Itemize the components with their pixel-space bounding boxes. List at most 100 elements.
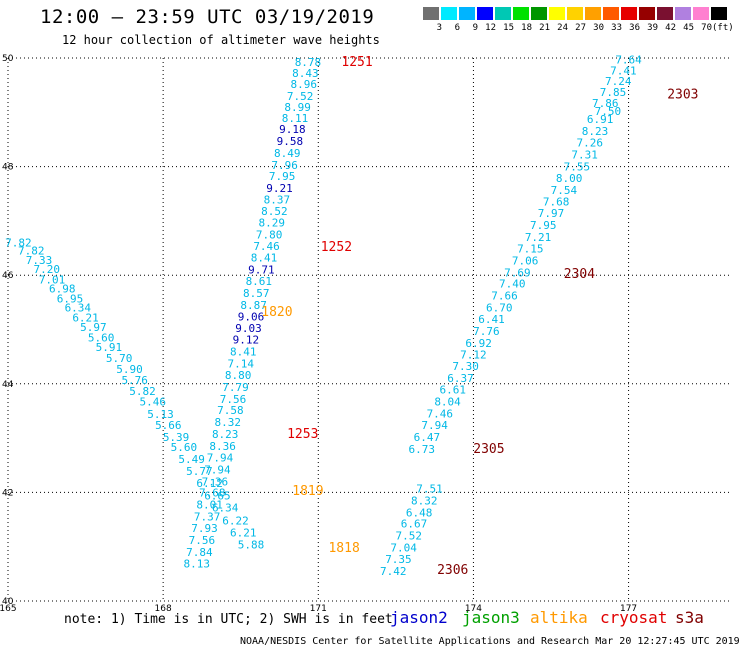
wave-height-value: 7.94 [421,419,448,432]
color-scale-label: (ft) [712,23,734,33]
wave-height-value: 7.46 [253,240,280,253]
wave-height-value: 5.70 [106,352,133,365]
wave-height-value: 5.91 [96,341,123,354]
wave-height-value: 7.14 [227,358,254,371]
color-scale-label: 45 [683,23,694,33]
wave-height-value: 6.47 [414,431,441,444]
wave-height-value: 6.92 [465,337,492,350]
wave-height-value: 8.11 [282,112,309,125]
wave-height-value: 8.99 [284,101,311,114]
pass-time-label: 1251 [341,55,372,70]
wave-height-value: 7.68 [199,487,226,500]
wave-height-value: 7.40 [499,278,526,291]
wave-height-value: 7.76 [473,325,500,338]
wave-height-value: 7.69 [504,266,531,279]
wave-height-value: 7.95 [530,219,557,232]
map-title: 12:00 – 23:59 UTC 03/19/2019 [40,6,375,28]
wave-height-value: 8.87 [240,299,267,312]
wave-height-value: 7.79 [222,381,249,394]
units-note: note: 1) Time is in UTC; 2) SWH is in fe… [64,612,393,627]
wave-height-value: 7.80 [256,228,283,241]
wave-height-value: 8.36 [209,440,236,453]
wave-height-value: 6.34 [212,501,239,514]
legend-cryosat: cryosat [600,608,668,627]
wave-height-value: 6.12 [196,477,223,490]
color-swatch [548,6,566,21]
wave-height-value: 8.80 [225,369,252,382]
wave-height-value: 7.50 [595,105,622,118]
color-scale-bar [422,6,728,21]
color-scale-label: 70 [701,23,712,33]
wave-height-value: 7.01 [39,273,66,286]
wave-height-value: 7.42 [380,565,407,578]
pass-time-label: 2303 [667,88,698,103]
wave-height-value: 6.37 [447,372,474,385]
wave-height-value: 6.21 [72,311,99,324]
wave-height-value: 7.96 [271,159,298,172]
legend-altika: altika [530,608,588,627]
wave-height-value: 7.12 [460,348,487,361]
legend-s3a: s3a [675,608,704,627]
wave-height-value: 7.35 [385,553,412,566]
wave-height-value: 7.36 [202,475,229,488]
color-swatch [476,6,494,21]
wave-height-value: 7.52 [287,90,314,103]
wave-height-value: 8.01 [196,499,223,512]
wave-height-value: 6.21 [230,526,257,539]
wave-height-value: 8.52 [261,205,288,218]
wave-height-value: 5.97 [80,321,107,334]
pass-time-label: 2305 [473,442,504,457]
wave-height-value: 9.06 [238,310,265,323]
wave-height-value: 8.29 [258,216,285,229]
wave-height-value: 7.82 [5,236,32,249]
wave-height-value: 8.13 [184,557,211,570]
wave-height-value: 7.26 [577,137,604,150]
wave-height-value: 8.61 [246,275,273,288]
wave-height-value: 6.98 [49,283,76,296]
wave-height-value: 8.78 [295,56,322,69]
pass-time-label: 2306 [437,563,468,578]
wave-height-value: 7.20 [34,263,61,276]
wave-height-value: 7.04 [390,542,417,555]
lon-tick-label: 177 [620,604,637,614]
wave-height-value: 7.66 [491,290,518,303]
wave-height-value: 6.61 [439,384,466,397]
wave-height-value: 7.56 [189,534,216,547]
wave-height-value: 5.60 [88,331,115,344]
lat-lon-grid [7,57,732,602]
wave-height-value: 9.03 [235,322,262,335]
color-swatch [584,6,602,21]
wave-height-value: 7.15 [517,242,544,255]
wave-height-value: 7.55 [564,160,591,173]
pass-time-labels: 1820 1819 1818 1251 1252 1253 2303 2304 2305 2306 [261,55,698,578]
wave-height-value: 7.30 [452,360,479,373]
wave-height-value: 9.12 [233,334,260,347]
lat-tick-label: 44 [2,380,14,390]
wave-height-value: 5.46 [140,396,167,409]
legend-jason2: jason2 [390,608,448,627]
color-swatch [440,6,458,21]
axis-tick-labels: 165 168 171 174 177 40 42 44 46 48 50 [0,54,637,614]
wave-height-value: 8.32 [215,416,242,429]
color-scale-label: 12 [485,23,496,33]
color-swatch [422,6,440,21]
wave-height-value: 5.13 [147,408,174,421]
wave-height-value: 7.41 [610,64,637,77]
wave-height-value: 5.82 [129,385,156,398]
color-scale-label: 27 [575,23,586,33]
wave-height-value: 6.48 [406,506,433,519]
color-scale-label: 33 [611,23,622,33]
wave-height-value: 7.94 [207,451,234,464]
wave-height-value: 8.37 [264,194,291,207]
wave-height-value: 7.06 [512,254,539,267]
wave-height-value: 5.88 [238,538,265,551]
wave-height-value: 6.41 [478,313,505,326]
wave-height-value: 8.41 [230,346,257,359]
color-swatch [638,6,656,21]
wave-height-value: 7.46 [427,407,454,420]
wave-height-value: 7.95 [269,170,296,183]
pass-time-label: 2304 [564,267,595,282]
wave-height-value: 7.56 [220,393,247,406]
color-scale-label: 39 [647,23,658,33]
